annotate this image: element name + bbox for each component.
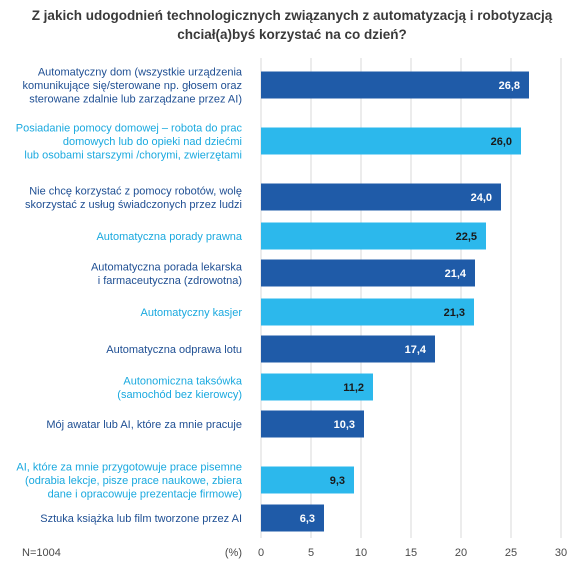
bar <box>261 466 354 494</box>
category-label-line: AI, które za mnie przygotowuje prace pis… <box>16 462 242 474</box>
x-tick-label: 0 <box>258 547 264 559</box>
bar <box>261 335 435 363</box>
x-tick-label: 20 <box>455 547 467 559</box>
x-tick-label: 25 <box>505 547 517 559</box>
bar-value-label: 6,3 <box>300 513 315 525</box>
category-label: Mój awatar lub AI, które za mnie pracuje <box>46 419 242 431</box>
bar-value-label: 24,0 <box>471 192 492 204</box>
chart-title-line-1: Z jakich udogodnień technologicznych zwi… <box>31 8 553 23</box>
category-label: Automatyczny kasjer <box>141 307 243 319</box>
category-label-line: (samochód bez kierowcy) <box>117 389 242 401</box>
x-tick-label: 5 <box>308 547 314 559</box>
category-label-line: Automatyczny dom (wszystkie urządzenia <box>38 67 243 79</box>
category-label: AI, które za mnie przygotowuje prace pis… <box>16 462 242 501</box>
bars: 26,8 26,0 24,0 22,5 21,4 21,3 17,4 11,2 10,3 9,3 6… <box>261 71 529 532</box>
category-label-line: sterowane zdalnie lub zarządzane przez A… <box>29 94 242 106</box>
category-label-line: dane i opracowuje prezentacje firmowe) <box>48 489 242 501</box>
category-label-line: Automatyczna odprawa lotu <box>106 344 242 356</box>
category-label-line: Sztuka książka lub film tworzone przez A… <box>40 513 242 525</box>
bar-value-label: 26,0 <box>491 136 512 148</box>
bar <box>261 410 364 438</box>
bar <box>261 222 486 250</box>
category-label-line: domowych lub do opieki nad dziećmi <box>63 136 242 148</box>
category-label-line: Automatyczny kasjer <box>141 307 243 319</box>
category-label: Automatyczny dom (wszystkie urządzenia ko… <box>22 67 242 106</box>
bar-value-label: 10,3 <box>334 419 355 431</box>
chart-title-line-2: chciał(a)byś korzystać na co dzień? <box>177 27 407 42</box>
bar-value-label: 21,3 <box>444 307 465 319</box>
x-axis: N=1004 (%) 0 5 10 15 20 25 30 <box>22 547 567 559</box>
category-label: Posiadanie pomocy domowej – robota do pr… <box>16 123 243 162</box>
bar <box>261 298 474 326</box>
category-label-line: (odrabia lekcje, pisze prace naukowe, zb… <box>25 475 243 487</box>
category-label-line: Mój awatar lub AI, które za mnie pracuje <box>46 419 242 431</box>
category-label-line: skorzystać z usług świadczonych przez lu… <box>25 199 242 211</box>
chart-title: Z jakich udogodnień technologicznych zwi… <box>0 6 584 44</box>
bar-value-label: 21,4 <box>445 268 467 280</box>
category-label-line: Nie chcę korzystać z pomocy robotów, wol… <box>29 185 242 197</box>
category-labels: Automatyczny dom (wszystkie urządzenia ko… <box>16 67 243 526</box>
bar-value-label: 17,4 <box>405 344 427 356</box>
category-label-line: Automatyczna porada lekarska <box>91 261 243 273</box>
category-label: Autonomiczna taksówka (samochód bez kiero… <box>117 375 243 401</box>
bar-value-label: 11,2 <box>343 382 364 394</box>
category-label: Nie chcę korzystać z pomocy robotów, wol… <box>25 185 242 211</box>
category-label-line: komunikujące się/sterowane np. głosem or… <box>22 80 242 92</box>
x-tick-label: 10 <box>355 547 367 559</box>
bar <box>261 504 324 532</box>
category-label-line: Automatyczna porady prawna <box>96 231 242 243</box>
bar-value-label: 9,3 <box>330 475 345 487</box>
category-label: Automatyczna odprawa lotu <box>106 344 242 356</box>
bar-value-label: 22,5 <box>456 231 477 243</box>
bar <box>261 183 501 211</box>
sample-size-note: N=1004 <box>22 547 61 559</box>
bar <box>261 71 529 99</box>
unit-label: (%) <box>225 547 242 559</box>
category-label-line: i farmaceutyczna (zdrowotna) <box>98 275 242 287</box>
bar <box>261 259 475 287</box>
x-tick-label: 15 <box>405 547 417 559</box>
category-label-line: Autonomiczna taksówka <box>123 375 242 387</box>
bar <box>261 127 521 155</box>
bar <box>261 373 373 401</box>
x-tick-label: 30 <box>555 547 567 559</box>
category-label: Automatyczna porada lekarska i farmaceuty… <box>91 261 243 287</box>
category-label: Automatyczna porady prawna <box>96 231 242 243</box>
category-label-line: Posiadanie pomocy domowej – robota do pr… <box>16 123 243 135</box>
bar-value-label: 26,8 <box>499 80 520 92</box>
category-label: Sztuka książka lub film tworzone przez A… <box>40 513 242 525</box>
category-label-line: lub osobami starszymi /chorymi, zwierzęt… <box>24 150 242 162</box>
